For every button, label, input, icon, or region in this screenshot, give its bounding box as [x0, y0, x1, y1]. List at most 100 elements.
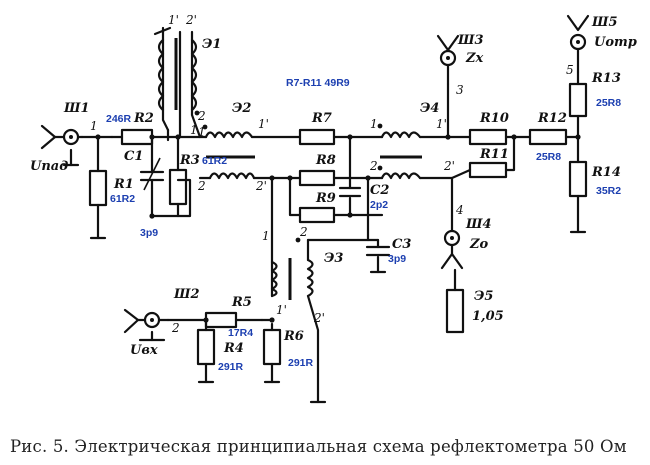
resistor-r14: [568, 160, 588, 198]
label-r9: R9: [315, 191, 336, 206]
pin-e4-1: 1: [370, 117, 378, 131]
label-r14: R14: [591, 165, 621, 180]
capacitor-c2: [338, 186, 362, 198]
pin-e1-1: 1: [190, 123, 198, 137]
transformer-e3: [270, 258, 314, 300]
label-sh1: Ш1: [63, 101, 90, 116]
label-r8: R8: [315, 153, 336, 168]
label-e4: Э4: [420, 101, 439, 116]
label-sh4: Ш4: [465, 217, 492, 232]
value-r5: 17R4: [228, 327, 253, 339]
connector-sh2: [123, 308, 170, 334]
resistor-r2: [120, 128, 154, 146]
connector-sh5: [566, 14, 590, 74]
label-r11: R11: [479, 147, 509, 162]
value-r2: 246R: [106, 113, 132, 125]
value-r13: 25R8: [596, 97, 621, 109]
pin-e3-2: 2: [299, 225, 308, 239]
resistor-r6: [262, 328, 282, 366]
label-e2: Э2: [232, 101, 251, 116]
connector-sh3: [436, 34, 460, 86]
resistor-r7: [298, 128, 336, 146]
pin-e3-2p: 2': [313, 311, 325, 325]
pin-e3-1: 1: [262, 229, 270, 243]
pin-e2-1: 1: [198, 125, 206, 139]
resistor-r3: [168, 168, 188, 206]
pin-e2-2: 2: [197, 179, 206, 193]
pin-sh3: 3: [456, 83, 464, 97]
figure-caption: Рис. 5. Электрическая принципиальная схе…: [10, 437, 627, 456]
pin-e2-1p: 1': [258, 117, 269, 131]
value-c2: 2p2: [370, 199, 388, 211]
label-r13: R13: [591, 71, 621, 86]
resistor-r9: [298, 206, 336, 224]
capacitor-c1: [139, 157, 165, 191]
resistor-r4: [196, 328, 216, 366]
label-r10: R10: [479, 111, 509, 126]
transformer-e1: [157, 38, 198, 112]
pin-e4-2: 2: [369, 159, 378, 173]
label-c1: C1: [124, 149, 143, 164]
value-r12: 25R8: [536, 151, 561, 163]
pin-sh4: 4: [455, 203, 464, 217]
resistor-r8: [298, 169, 336, 187]
label-r1: R1: [113, 177, 134, 192]
value-r6: 291R: [288, 357, 314, 369]
resistor-bodies: [88, 82, 588, 366]
label-sh5-signal: Uотр: [594, 35, 637, 50]
pin-e1-2p: 2': [185, 13, 197, 27]
label-e5-sub: 1,05: [472, 309, 504, 324]
label-sh2: Ш2: [173, 287, 200, 302]
label-sh1-signal: Uпад: [30, 159, 68, 174]
wiring: [69, 26, 580, 404]
resistor-r10: [468, 128, 508, 146]
label-e1: Э1: [202, 37, 221, 52]
pin-e3-1p: 1': [276, 303, 287, 317]
pin-sh2: 2: [171, 321, 180, 335]
label-c2: C2: [370, 183, 389, 198]
resistor-r1: [88, 169, 108, 207]
label-r12: R12: [537, 111, 567, 126]
label-r5: R5: [231, 295, 252, 310]
value-c3: 3p9: [388, 253, 406, 265]
value-r1: 61R2: [110, 193, 135, 205]
resistor-r11: [468, 161, 508, 179]
capacitors: [139, 157, 391, 257]
transformer-e2: [204, 131, 256, 180]
pin-sh5: 5: [566, 63, 574, 77]
labels: R7-R11 49R9 Ш1 Uпад Ш2 Uвх Ш3 Zx Ш4 Zo Ш…: [30, 13, 637, 373]
pin-e1-2: 2: [197, 109, 206, 123]
transformer-e4: [380, 131, 422, 180]
label-sh4-signal: Zo: [469, 237, 488, 252]
value-c1: 3p9: [140, 227, 158, 239]
pin-sh1: 1: [90, 119, 98, 133]
resistor-e5-body: [445, 288, 465, 334]
label-r4: R4: [223, 341, 244, 356]
pin-e2-2p: 2': [255, 179, 267, 193]
connector-sh1: [40, 124, 84, 150]
label-r6: R6: [283, 329, 304, 344]
label-e5: Э5: [474, 289, 493, 304]
value-r3: 61R2: [202, 155, 227, 167]
pin-e4-2p: 2': [443, 159, 455, 173]
ground-symbols: [62, 163, 587, 404]
junction-dots: [95, 110, 581, 323]
label-sh2-signal: Uвх: [130, 343, 158, 358]
label-r7: R7: [311, 111, 332, 126]
label-e3: Э3: [324, 251, 343, 266]
label-r2: R2: [133, 111, 154, 126]
note-r7-r11: R7-R11 49R9: [286, 77, 350, 89]
resistor-r12: [528, 128, 568, 146]
label-r3: R3: [179, 153, 200, 168]
label-sh3: Ш3: [457, 33, 484, 48]
resistor-r5: [204, 311, 238, 329]
label-c3: C3: [392, 237, 411, 252]
capacitor-c3: [365, 245, 391, 257]
label-sh5: Ш5: [591, 15, 618, 30]
value-r4: 291R: [218, 361, 244, 373]
pin-e4-1p: 1': [436, 117, 447, 131]
label-sh3-signal: Zx: [465, 51, 483, 66]
value-r14: 35R2: [596, 185, 621, 197]
resistor-r13: [568, 82, 588, 118]
